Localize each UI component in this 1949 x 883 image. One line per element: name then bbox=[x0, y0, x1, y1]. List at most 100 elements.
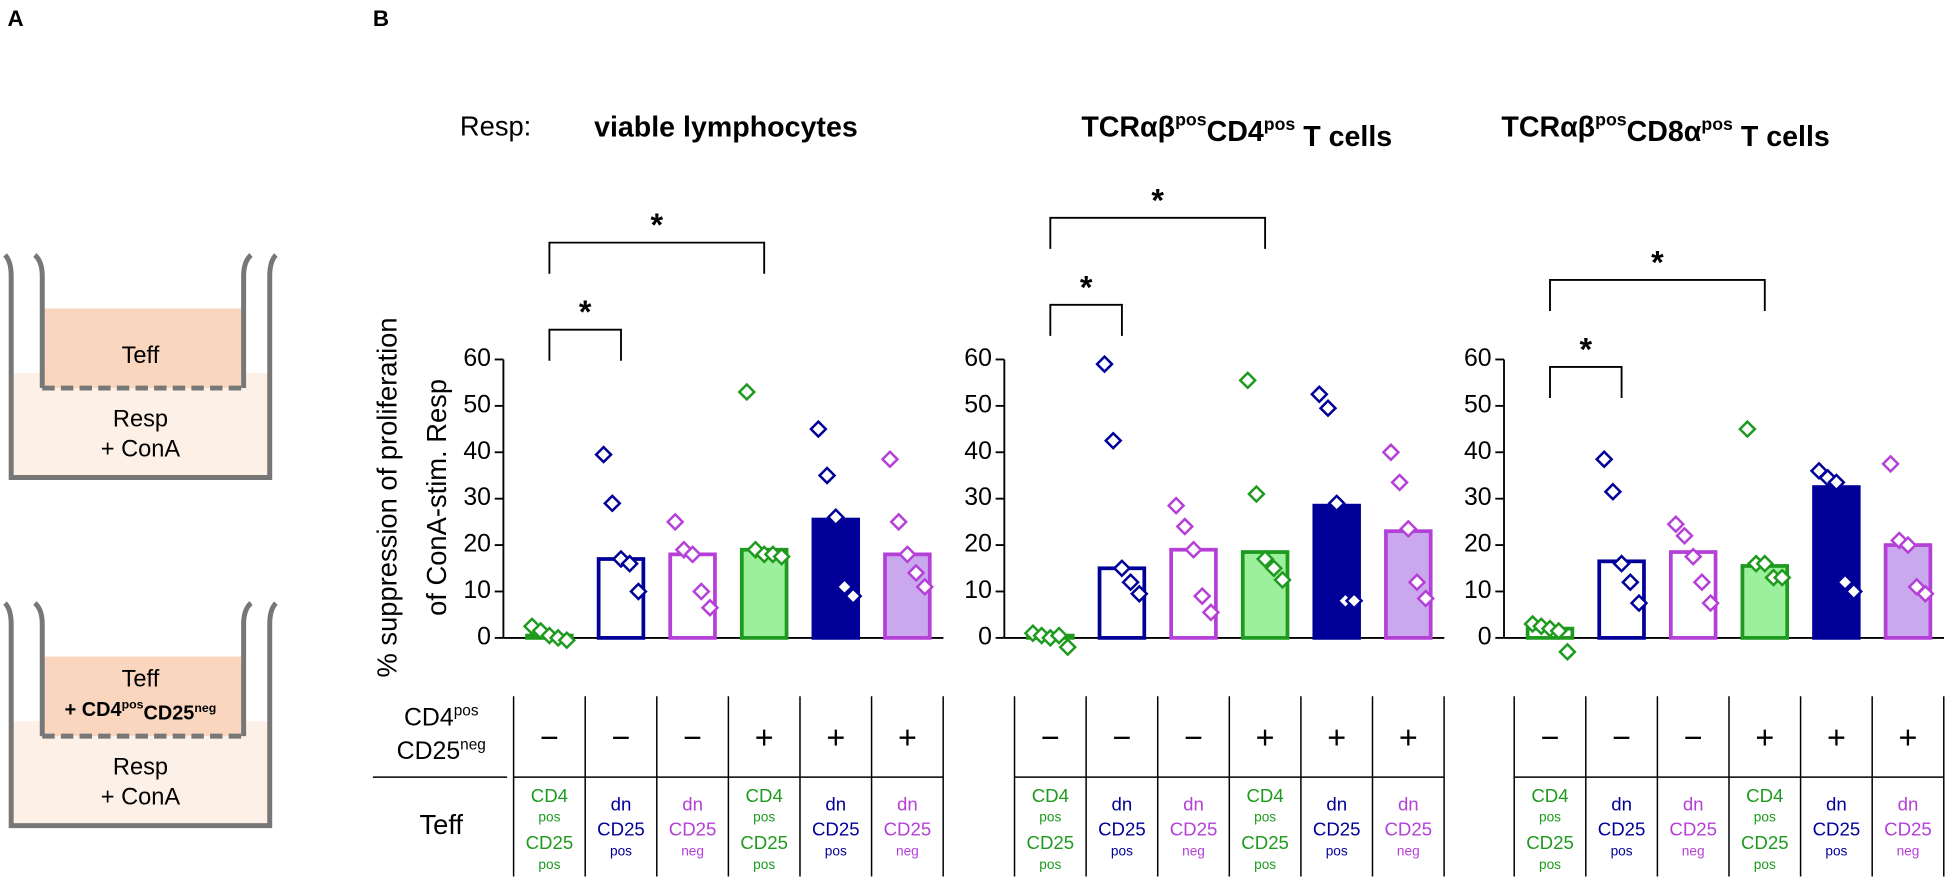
data-point bbox=[880, 450, 900, 469]
data-point bbox=[594, 445, 613, 464]
data-point bbox=[557, 630, 577, 650]
teff-cell-text: CD25 bbox=[1170, 818, 1218, 839]
table-sign: + bbox=[755, 719, 774, 755]
teff-cell-text: CD4 bbox=[1032, 785, 1069, 806]
y-axis-label: % suppression of proliferation bbox=[371, 317, 402, 677]
teff-cell-text: pos bbox=[1039, 810, 1061, 825]
teff-cell-text: pos bbox=[1254, 810, 1276, 825]
data-point bbox=[1594, 450, 1614, 469]
chart-title: TCRαβposCD4pos T cells bbox=[1081, 109, 1392, 153]
bar bbox=[1668, 550, 1718, 640]
data-point bbox=[906, 563, 926, 583]
teff-cell-text: CD4 bbox=[1246, 785, 1283, 806]
significance-label: * bbox=[579, 294, 592, 330]
data-point bbox=[1175, 517, 1195, 536]
teff-cell-text: pos bbox=[1611, 843, 1633, 858]
well-wall bbox=[3, 601, 278, 829]
text-part: CD25 bbox=[397, 738, 461, 765]
well-diagram bbox=[3, 253, 278, 481]
text-part: CD4 bbox=[404, 704, 454, 731]
significance-label: * bbox=[1580, 332, 1593, 368]
teff-cell-text: CD25 bbox=[597, 818, 645, 839]
data-point bbox=[1327, 494, 1346, 513]
data-point bbox=[835, 577, 854, 597]
teff-cell-text: CD25 bbox=[1669, 818, 1717, 839]
well-text: Resp bbox=[113, 755, 168, 781]
teff-cell-text: neg bbox=[1897, 843, 1920, 858]
data-point bbox=[700, 598, 720, 617]
panel-label: B bbox=[373, 6, 389, 31]
bar bbox=[1812, 485, 1861, 640]
y-tick-label: 60 bbox=[1464, 345, 1492, 372]
data-point bbox=[620, 554, 639, 573]
data-point bbox=[674, 540, 694, 559]
data-point bbox=[1738, 419, 1757, 439]
data-point bbox=[1558, 642, 1577, 662]
data-point bbox=[1058, 637, 1077, 657]
data-point bbox=[1201, 603, 1221, 622]
significance-bracket bbox=[548, 328, 622, 361]
data-point bbox=[1772, 568, 1792, 587]
teff-cell-text: dn bbox=[1112, 794, 1133, 815]
significance-bracket bbox=[548, 241, 766, 274]
well-text: Teff bbox=[122, 343, 160, 369]
y-tick-label: 50 bbox=[1464, 391, 1492, 418]
data-point bbox=[826, 508, 845, 527]
data-point bbox=[1273, 570, 1292, 590]
teff-cell-text: pos bbox=[538, 810, 560, 825]
well-wall bbox=[3, 253, 278, 481]
well-text: + ConA bbox=[101, 784, 181, 810]
teff-cell-text: CD25 bbox=[740, 832, 788, 853]
teff-cell-text: CD25 bbox=[812, 818, 860, 839]
significance-bracket bbox=[1549, 278, 1766, 311]
data-point bbox=[1192, 586, 1212, 606]
data-point bbox=[1603, 482, 1623, 501]
text-part: + CD4 bbox=[65, 699, 122, 721]
text-part: CD25 bbox=[143, 703, 194, 725]
data-point bbox=[1318, 398, 1338, 418]
table-sign: + bbox=[1755, 719, 1774, 755]
data-point bbox=[1344, 591, 1364, 610]
data-point bbox=[1121, 572, 1140, 592]
y-tick-label: 10 bbox=[1464, 577, 1492, 604]
bar bbox=[1097, 566, 1147, 640]
data-point bbox=[1112, 559, 1132, 578]
text-part: CD4 bbox=[1207, 116, 1264, 148]
insert-medium bbox=[44, 308, 242, 389]
table-sign: − bbox=[540, 719, 559, 755]
data-point bbox=[629, 582, 648, 601]
well-text: + CD4posCD25neg bbox=[65, 698, 217, 725]
insert-medium bbox=[44, 656, 242, 737]
teff-cell-text: neg bbox=[896, 843, 919, 858]
resp-label: Resp: bbox=[460, 110, 531, 141]
teff-cell-text: CD25 bbox=[1884, 818, 1932, 839]
teff-cell-text: dn bbox=[1898, 794, 1919, 815]
teff-cell-text: pos bbox=[1326, 843, 1348, 858]
significance-label: * bbox=[651, 207, 664, 243]
y-tick-label: 20 bbox=[964, 531, 992, 558]
teff-cell-text: pos bbox=[753, 810, 775, 825]
bar bbox=[1312, 503, 1361, 640]
teff-cell-text: pos bbox=[1754, 857, 1776, 872]
teff-cell-text: CD25 bbox=[884, 818, 932, 839]
data-point bbox=[1184, 540, 1203, 559]
data-point bbox=[737, 382, 757, 402]
teff-cell-text: pos bbox=[753, 857, 775, 872]
data-point bbox=[1255, 549, 1275, 569]
well-text: Resp bbox=[113, 407, 168, 433]
data-point bbox=[665, 512, 685, 532]
teff-cell-text: pos bbox=[1254, 857, 1276, 872]
data-point bbox=[1130, 584, 1149, 604]
data-point bbox=[1675, 526, 1694, 546]
y-tick-label: 20 bbox=[1464, 531, 1492, 558]
data-point bbox=[1095, 354, 1114, 374]
data-point bbox=[1666, 514, 1686, 534]
teff-cell-text: CD25 bbox=[526, 832, 574, 853]
data-point bbox=[1612, 554, 1631, 573]
data-point bbox=[817, 466, 837, 485]
teff-cell-text: dn bbox=[1398, 794, 1419, 815]
superscript: pos bbox=[122, 698, 144, 712]
y-tick-label: 50 bbox=[964, 391, 992, 418]
teff-cell-text: CD4 bbox=[1746, 785, 1783, 806]
